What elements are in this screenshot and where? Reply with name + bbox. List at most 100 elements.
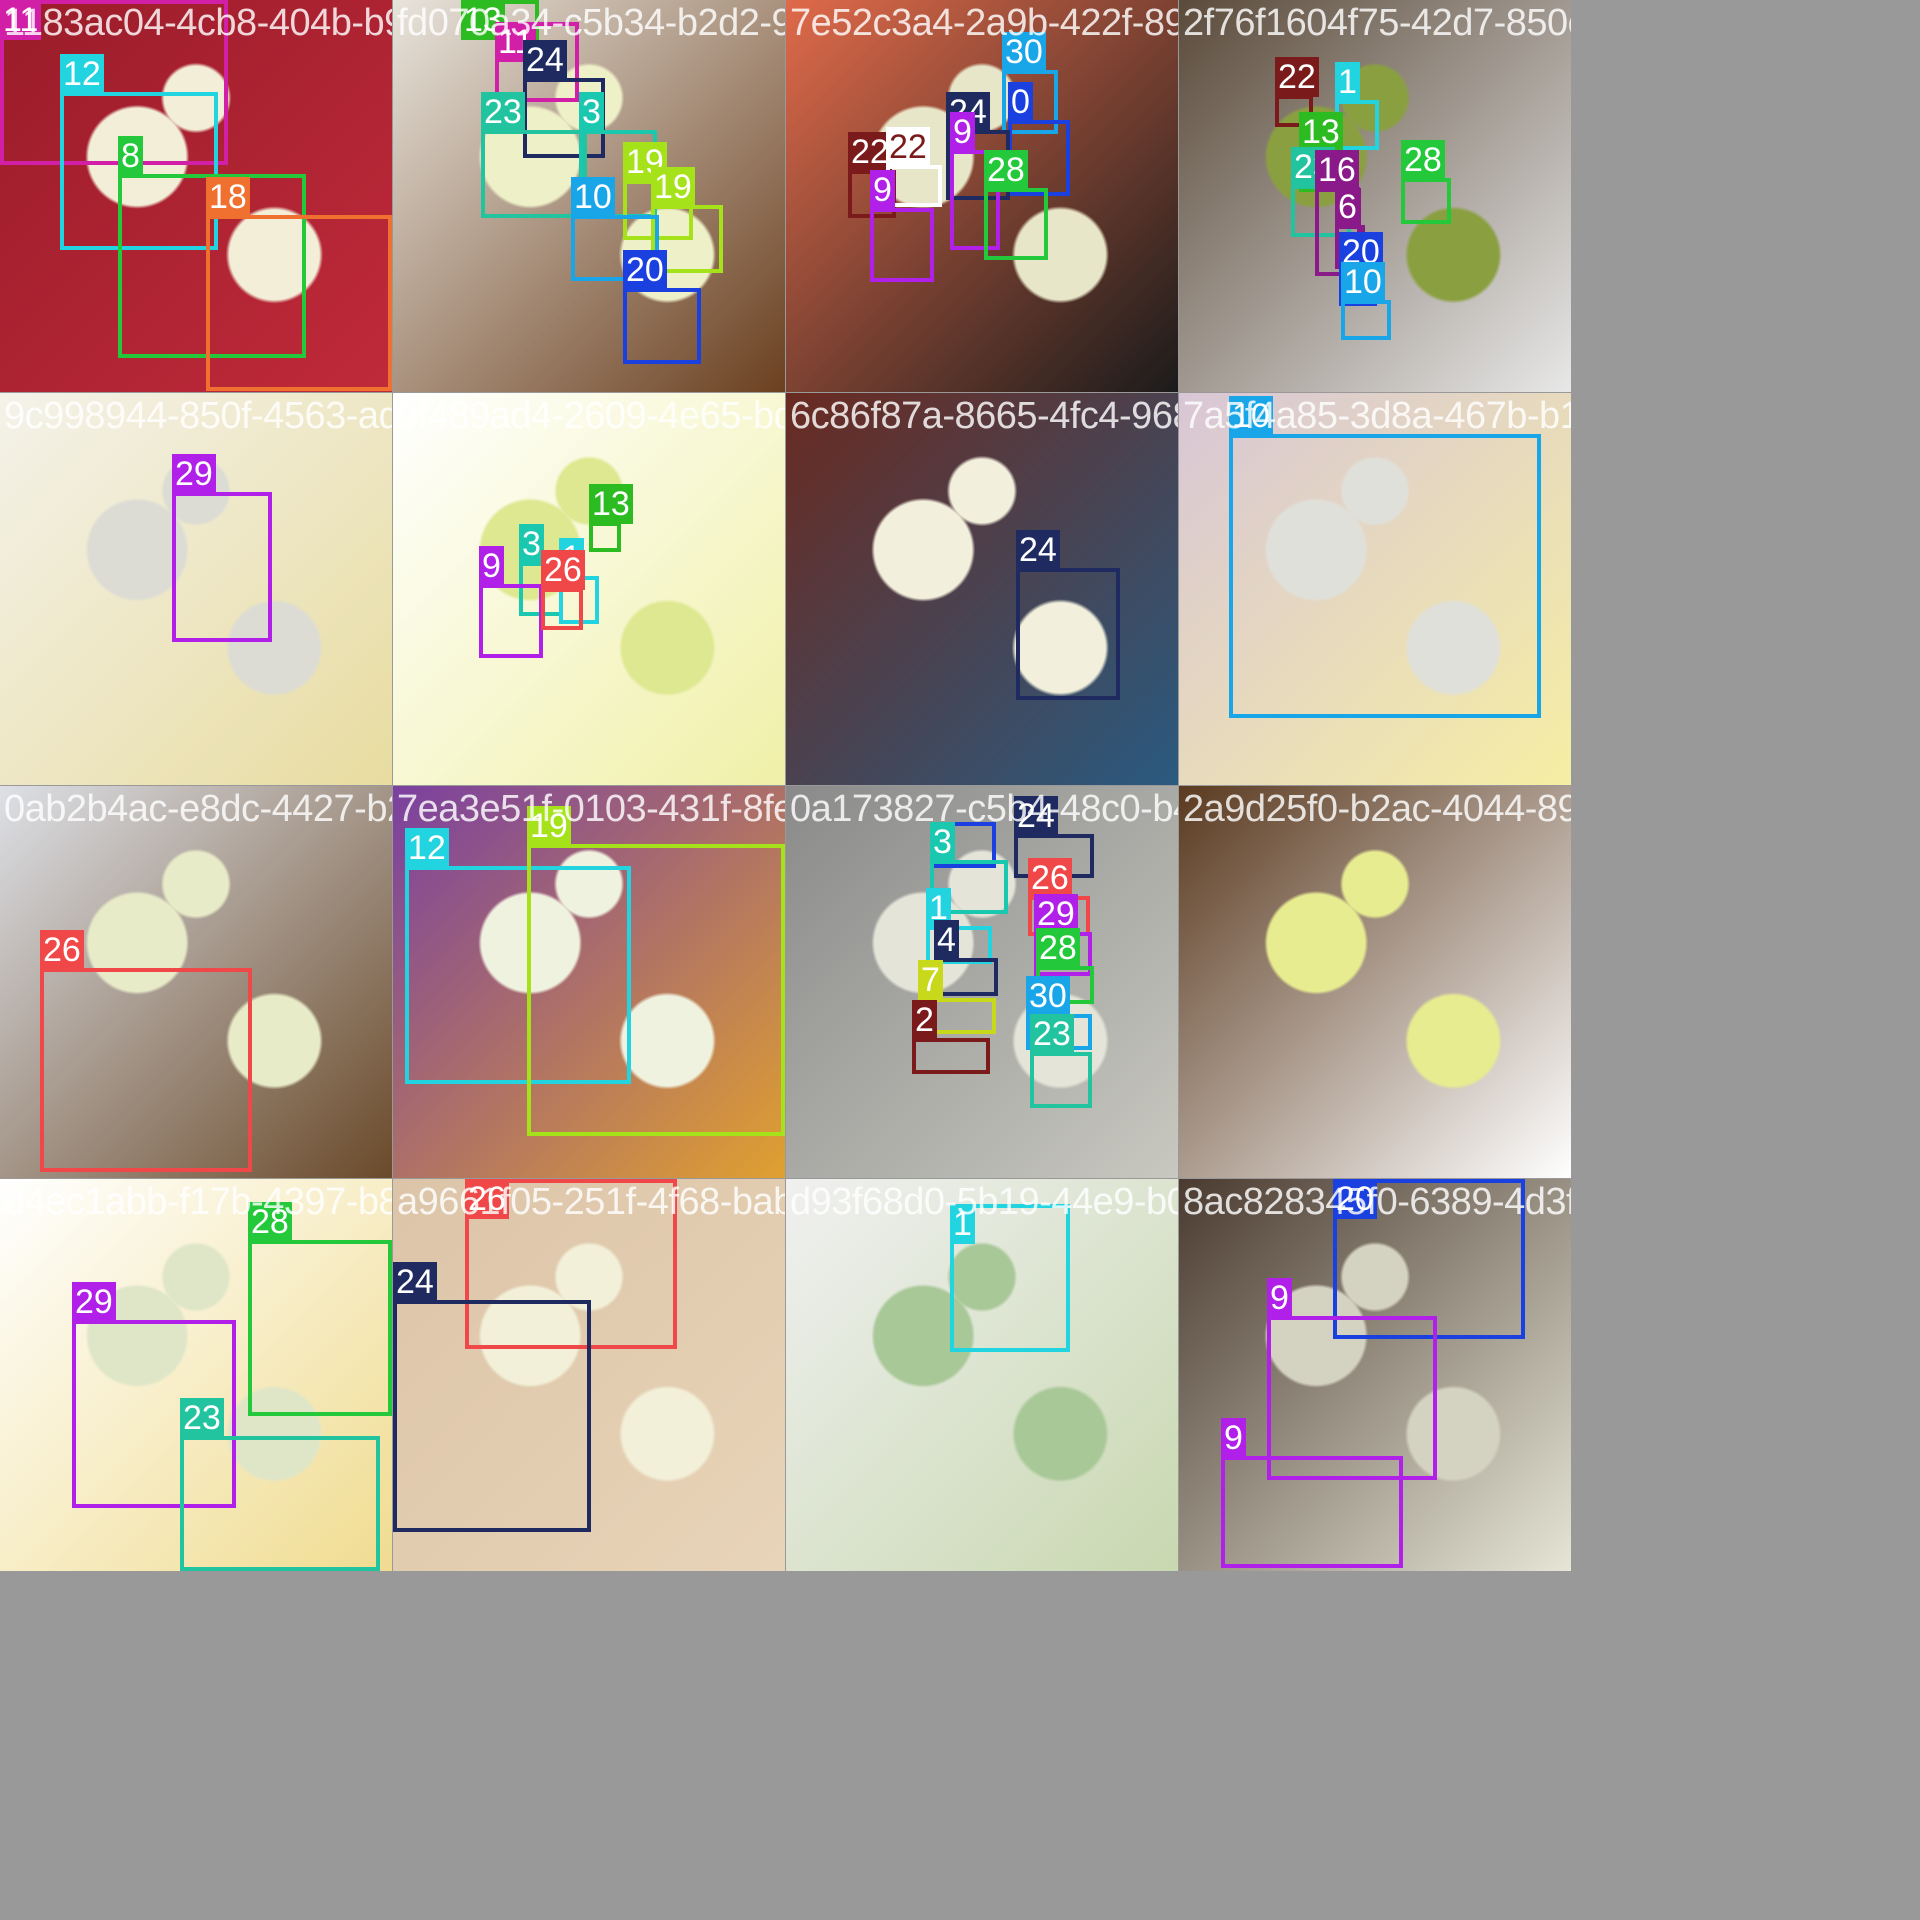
image-tile: a9661f05-251f-4f68-bab4-b37d993f68d0.jpg… <box>393 1179 785 1571</box>
tile-filename: d4ec1abb-f17b-4397-b84f-e3966f05251f.jpg <box>4 1181 392 1223</box>
detection-box: 24 <box>393 1262 591 1532</box>
detection-class-label: 9 <box>479 546 504 586</box>
detection-box: 30 <box>1002 32 1058 134</box>
tile-photo <box>1179 786 1571 1178</box>
detection-class-label: 26 <box>1028 858 1072 898</box>
image-tile: 6c86f87a-8665-4fc4-968b-3f2a8f1f8e5d.jpg… <box>786 393 1178 785</box>
detection-class-label: 22 <box>1275 57 1319 97</box>
image-tile: 0a173827-c5b4-48c0-b4c8-61e8d6f1.jpg0243… <box>786 786 1178 1178</box>
image-tile: d93f68d0-5b19-44e9-b04c-3eac828345f0.jpg… <box>786 1179 1178 1571</box>
detection-box: 24 <box>1016 530 1120 700</box>
detection-box: 22 <box>886 127 942 207</box>
detection-box: 26 <box>40 930 252 1172</box>
detection-box: 1 <box>950 1204 1070 1352</box>
image-tile: fd070a34-c5b34-b2d2-97d52dbaf2839.jpg131… <box>393 0 785 392</box>
tile-filename: 8ac828345f0-6389-4d3f-811d-0 <box>1183 1181 1571 1223</box>
detection-box: 19 <box>527 806 785 1136</box>
detection-box: 28 <box>248 1202 392 1416</box>
detection-class-label: 16 <box>1315 150 1359 190</box>
detection-class-label: 12 <box>405 828 449 868</box>
detection-class-label: 30 <box>1026 976 1070 1016</box>
image-tile: 1183ac04-4cb8-404b-b94e-b8b67c3a6f67.jpg… <box>0 0 392 392</box>
detection-class-label: 1 <box>950 1204 975 1244</box>
detection-box: 11 <box>0 0 228 165</box>
tile-filename: 6c86f87a-8665-4fc4-968b-3f2a8f1f8e5d.jpg <box>790 395 1178 437</box>
detection-class-label: 28 <box>1036 928 1080 968</box>
detection-class-label: 28 <box>248 1202 292 1242</box>
detection-box: 10 <box>1229 396 1541 718</box>
detection-box: 9 <box>1267 1278 1437 1480</box>
tile-photo <box>1179 1179 1571 1571</box>
tile-photo <box>1179 0 1571 392</box>
detection-box: 2 <box>912 1000 990 1074</box>
tile-filename: 0ab2b4ac-e8dc-4427-b25a-f5ea78c5f051.jpg <box>4 788 392 830</box>
detection-class-label: 28 <box>1401 140 1445 180</box>
detection-class-label: 3 <box>579 92 604 132</box>
detection-box: 29 <box>72 1282 236 1508</box>
detection-box: 1 <box>1335 62 1379 150</box>
detection-class-label: 9 <box>870 170 895 210</box>
detection-class-label: 8 <box>118 136 143 176</box>
detection-class-label: 18 <box>206 177 250 217</box>
image-tile: 2a9d25f0-b2ac-4044-8996- <box>1179 786 1571 1178</box>
tile-filename: d93f68d0-5b19-44e9-b04c-3eac828345f0.jpg <box>790 1181 1178 1223</box>
detection-box: 23 <box>1030 1014 1092 1108</box>
image-tile: 7e52c3a4-2a9b-422f-8904-52d56f604f75.jpg… <box>786 0 1178 392</box>
detection-box: 19 <box>651 167 723 273</box>
detection-box: 26 <box>541 550 585 630</box>
image-tile: 8ac828345f0-6389-4d3f-811d-020 9 9 <box>1179 1179 1571 1571</box>
detection-class-label: 6 <box>1335 187 1360 227</box>
detection-class-label: 7 <box>918 960 943 1000</box>
detection-class-label: 24 <box>393 1262 437 1302</box>
detection-class-label: 30 <box>1002 32 1046 72</box>
detection-box: 28 <box>1401 140 1451 224</box>
detection-class-label: 23 <box>1030 1014 1074 1054</box>
tile-filename: 1183ac04-4cb8-404b-b94e-b8b67c3a6f67.jpg <box>4 2 392 44</box>
tile-filename: 0a173827-c5b4-48c0-b4c8-61e8d6f1.jpg <box>790 788 1178 830</box>
detection-class-label: 26 <box>40 930 84 970</box>
image-tile: 7a5f4a85-3d8a-467b-b13f-0410 <box>1179 393 1571 785</box>
detection-class-label: 24 <box>1016 530 1060 570</box>
detection-box: 20 <box>623 250 701 364</box>
detection-class-label: 26 <box>541 550 585 590</box>
detection-box: 29 <box>172 454 272 642</box>
detection-box: 20 <box>1333 1179 1525 1339</box>
detection-class-label: 23 <box>481 92 525 132</box>
detection-box: 13 <box>589 484 633 552</box>
tile-filename: 2a9d25f0-b2ac-4044-8996- <box>1183 788 1571 830</box>
tile-filename: a9661f05-251f-4f68-bab4-b37d993f68d0.jpg <box>397 1181 785 1223</box>
detection-class-label: 20 <box>623 250 667 290</box>
tile-photo <box>786 1179 1178 1571</box>
tile-filename: 9c998944-850f-4563-ad20-b8fa5a6d2e09.jpg <box>4 395 392 437</box>
detection-class-label: 9 <box>1221 1418 1246 1458</box>
detection-box: 24 <box>523 40 605 158</box>
detection-class-label: 10 <box>1229 396 1273 436</box>
detection-class-label: 29 <box>1034 894 1078 934</box>
detection-box: 28 <box>984 150 1048 260</box>
detection-box: 10 <box>571 177 659 281</box>
tile-filename: 9f489ad4-2609-4e65-bd76-1e6e85f2aa5b.jpg <box>397 395 785 437</box>
detection-class-label: 24 <box>523 40 567 80</box>
detection-class-label: 12 <box>60 54 104 94</box>
detection-class-label: 1 <box>1335 62 1360 102</box>
detection-class-label: 2 <box>912 1000 937 1040</box>
detection-box: 22 <box>1275 57 1319 127</box>
detection-class-label: 13 <box>1299 112 1343 152</box>
detection-class-label: 13 <box>589 484 633 524</box>
tile-photo <box>786 786 1178 1178</box>
detection-box: 9 <box>479 546 543 658</box>
detection-box: 9 <box>950 112 1000 250</box>
tile-filename: 7a5f4a85-3d8a-467b-b13f-04 <box>1183 395 1571 437</box>
detection-box: 12 <box>60 54 218 250</box>
detection-class-label: 28 <box>984 150 1028 190</box>
detection-class-label: 3 <box>519 524 544 564</box>
image-tile: 2f76f1604f75-42d7-850c-a9221132316628201… <box>1179 0 1571 392</box>
detection-class-label: 23 <box>180 1398 224 1438</box>
detection-class-label: 24 <box>1014 796 1058 836</box>
tile-photo <box>393 393 785 785</box>
image-tile: 9f489ad4-2609-4e65-bd76-1e6e85f2aa5b.jpg… <box>393 393 785 785</box>
detection-box: 23 <box>481 92 587 218</box>
image-tile: 0ab2b4ac-e8dc-4427-b25a-f5ea78c5f051.jpg… <box>0 786 392 1178</box>
image-tile: 9c998944-850f-4563-ad20-b8fa5a6d2e09.jpg… <box>0 393 392 785</box>
